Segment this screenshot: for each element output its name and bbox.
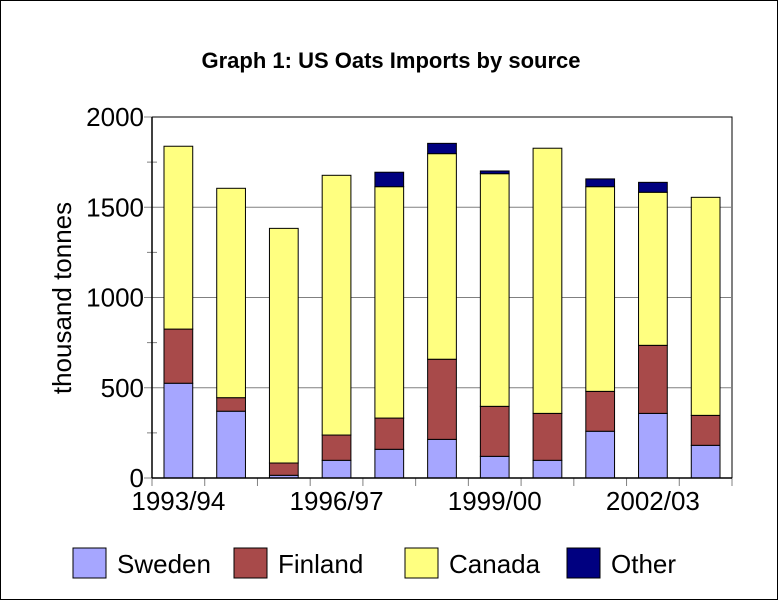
- bar-segment-canada: [268, 227, 299, 464]
- bar-segment-finland: [532, 412, 563, 461]
- y-tick-label: 0: [130, 463, 144, 493]
- y-axis-label: thousand tonnes: [47, 202, 77, 394]
- bar-segment-other: [638, 181, 668, 193]
- bar-segment-canada: [532, 147, 563, 414]
- bar-segment-canada: [479, 173, 510, 407]
- bar-segment-canada: [163, 145, 194, 330]
- bar-segment-sweden: [690, 444, 721, 479]
- bar-segment-finland: [479, 405, 510, 457]
- legend-swatch-other: [566, 547, 601, 579]
- bar-segment-sweden: [216, 410, 246, 479]
- bar-segment-canada: [216, 187, 246, 399]
- legend-label-sweden: Sweden: [117, 549, 211, 579]
- bar-segment-finland: [216, 397, 246, 412]
- x-tick-label: 1996/97: [290, 486, 384, 516]
- y-tick-label: 1500: [86, 192, 144, 222]
- bar-segment-sweden: [532, 459, 563, 479]
- x-tick-label: 1993/94: [131, 486, 225, 516]
- bar-segment-sweden: [374, 448, 405, 479]
- chart-title: Graph 1: US Oats Imports by source: [202, 48, 581, 73]
- bar-segment-canada: [690, 196, 721, 416]
- bar-segment-finland: [585, 390, 616, 432]
- bar-segment-sweden: [585, 430, 616, 479]
- legend-swatch-sweden: [72, 547, 107, 579]
- x-tick-label: 2002/03: [606, 486, 700, 516]
- bar-segment-other: [427, 142, 457, 155]
- legend-swatch-finland: [233, 547, 268, 579]
- x-tick-label: 1999/00: [448, 486, 542, 516]
- legend-label-canada: Canada: [449, 549, 541, 579]
- bar-segment-finland: [427, 358, 457, 440]
- bar-segment-canada: [374, 186, 405, 419]
- bar-segment-finland: [321, 434, 352, 461]
- bar-segment-sweden: [479, 455, 510, 479]
- bar-segment-other: [479, 170, 510, 175]
- bar-segment-finland: [268, 462, 299, 476]
- bar-segment-sweden: [638, 412, 668, 479]
- bar-segment-sweden: [427, 438, 457, 479]
- legend-label-other: Other: [611, 549, 676, 579]
- bar-segment-canada: [321, 174, 352, 436]
- bar-segment-canada: [427, 153, 457, 360]
- y-tick-label: 500: [101, 373, 144, 403]
- bar-segment-finland: [163, 328, 194, 384]
- bar-segment-canada: [638, 191, 668, 346]
- bar-segment-finland: [374, 417, 405, 450]
- y-tick-label: 2000: [86, 102, 144, 132]
- bar-segment-other: [374, 171, 405, 188]
- bar-segment-finland: [638, 344, 668, 414]
- bar-segment-sweden: [163, 382, 194, 479]
- legend-swatch-canada: [404, 547, 439, 579]
- y-tick-label: 1000: [86, 283, 144, 313]
- bar-segment-sweden: [321, 459, 352, 479]
- bar-segment-finland: [690, 414, 721, 446]
- legend-label-finland: Finland: [278, 549, 363, 579]
- bar-segment-canada: [585, 186, 616, 392]
- bar-segment-other: [585, 178, 616, 188]
